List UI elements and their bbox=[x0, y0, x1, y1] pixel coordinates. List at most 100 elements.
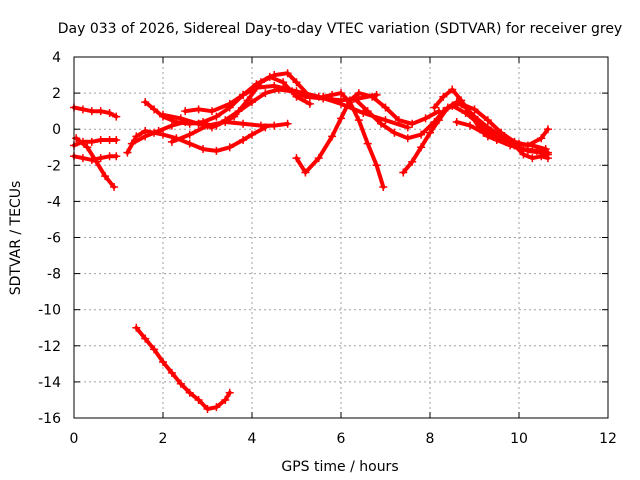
data-point-marker bbox=[105, 136, 114, 145]
data-point-marker bbox=[372, 161, 381, 170]
data-point-marker bbox=[350, 94, 359, 103]
data-point-marker bbox=[243, 96, 252, 105]
data-point-marker bbox=[127, 139, 136, 148]
data-point-marker bbox=[212, 112, 221, 121]
data-point-marker bbox=[519, 145, 528, 154]
data-point-marker bbox=[159, 110, 167, 119]
y-tick-label: -6 bbox=[47, 231, 61, 247]
data-point-marker bbox=[506, 141, 515, 150]
data-point-marker bbox=[337, 99, 345, 108]
data-point-marker bbox=[448, 101, 457, 110]
data-point-marker bbox=[403, 123, 412, 132]
data-point-marker bbox=[230, 112, 239, 121]
data-point-marker bbox=[279, 78, 288, 87]
data-point-marker bbox=[159, 130, 167, 139]
y-tick-label: -12 bbox=[38, 339, 61, 355]
x-tick-label: 6 bbox=[337, 431, 346, 447]
data-point-marker bbox=[159, 358, 167, 367]
y-tick-label: 4 bbox=[52, 50, 61, 66]
data-point-marker bbox=[261, 89, 270, 98]
x-tick-label: 0 bbox=[70, 431, 79, 447]
data-point-marker bbox=[212, 403, 221, 412]
data-point-marker bbox=[185, 388, 194, 397]
data-point-marker bbox=[292, 78, 301, 87]
data-point-marker bbox=[239, 90, 248, 99]
tick-layer: 0 2 4 6 8 10 12 4 2 0 -2 -4 -6 -8 -10 -12 -14 -16 bbox=[38, 50, 617, 447]
data-point-marker bbox=[176, 114, 185, 123]
x-tick-label: 4 bbox=[248, 431, 257, 447]
data-point-marker bbox=[78, 154, 87, 163]
data-point-marker bbox=[207, 107, 216, 116]
data-point-marker bbox=[225, 99, 234, 108]
data-point-marker bbox=[359, 108, 368, 117]
data-point-marker bbox=[528, 154, 537, 163]
data-point-marker bbox=[399, 168, 408, 177]
data-point-marker bbox=[252, 83, 261, 92]
data-point-marker bbox=[112, 136, 121, 145]
y-tick-label: -16 bbox=[38, 411, 61, 427]
x-tick-label: 12 bbox=[599, 431, 617, 447]
data-point-marker bbox=[345, 98, 354, 107]
data-point-marker bbox=[225, 388, 234, 397]
data-point-marker bbox=[483, 116, 492, 125]
data-point-marker bbox=[239, 136, 248, 145]
data-point-marker bbox=[270, 121, 279, 130]
data-point-marker bbox=[328, 132, 337, 141]
data-point-marker bbox=[212, 146, 221, 155]
x-tick-label: 10 bbox=[510, 431, 528, 447]
x-tick-label: 2 bbox=[159, 431, 168, 447]
data-point-marker bbox=[176, 379, 185, 388]
series-line-track-18 bbox=[134, 325, 232, 411]
data-point-marker bbox=[221, 117, 230, 126]
data-point-marker bbox=[270, 81, 279, 90]
data-point-marker bbox=[283, 69, 292, 78]
data-point-marker bbox=[439, 92, 448, 101]
data-point-marker bbox=[448, 85, 457, 94]
data-point-marker bbox=[270, 71, 279, 80]
data-point-marker bbox=[377, 119, 386, 128]
data-point-marker bbox=[256, 78, 265, 87]
data-point-marker bbox=[154, 127, 163, 136]
data-point-marker bbox=[185, 139, 194, 148]
data-point-marker bbox=[443, 103, 452, 112]
y-tick-label: -4 bbox=[47, 194, 61, 210]
data-point-marker bbox=[96, 136, 105, 145]
data-point-marker bbox=[470, 105, 479, 114]
series-layer bbox=[70, 69, 552, 413]
data-point-marker bbox=[543, 148, 552, 157]
series-line-track-4 bbox=[74, 136, 116, 189]
data-point-marker bbox=[96, 154, 105, 163]
data-point-marker bbox=[354, 89, 363, 98]
data-point-marker bbox=[483, 123, 492, 132]
data-point-marker bbox=[492, 136, 501, 145]
data-point-marker bbox=[421, 114, 430, 123]
data-point-marker bbox=[292, 87, 301, 96]
data-point-marker bbox=[479, 128, 488, 137]
data-point-marker bbox=[248, 130, 256, 139]
series-line-track-11 bbox=[294, 91, 441, 175]
data-point-marker bbox=[434, 116, 443, 125]
y-tick-label: 2 bbox=[52, 86, 61, 102]
data-point-marker bbox=[87, 137, 96, 146]
data-point-marker bbox=[194, 105, 203, 114]
data-point-marker bbox=[141, 132, 150, 141]
data-point-marker bbox=[430, 103, 439, 112]
data-point-marker bbox=[408, 157, 417, 166]
y-tick-label: -2 bbox=[47, 158, 61, 174]
data-point-marker bbox=[510, 137, 519, 146]
data-point-marker bbox=[150, 105, 159, 114]
data-point-marker bbox=[221, 395, 230, 404]
data-point-marker bbox=[381, 116, 390, 125]
data-point-marker bbox=[301, 168, 310, 177]
data-point-marker bbox=[497, 128, 506, 137]
data-point-marker bbox=[96, 107, 105, 116]
data-point-marker bbox=[390, 128, 399, 137]
y-tick-label: -10 bbox=[38, 303, 61, 319]
y-tick-label: 0 bbox=[52, 122, 61, 138]
data-point-marker bbox=[372, 90, 381, 99]
data-point-marker bbox=[78, 105, 87, 114]
data-point-marker bbox=[123, 148, 132, 157]
data-point-marker bbox=[203, 404, 212, 413]
data-point-marker bbox=[426, 128, 434, 137]
data-point-marker bbox=[105, 108, 114, 117]
